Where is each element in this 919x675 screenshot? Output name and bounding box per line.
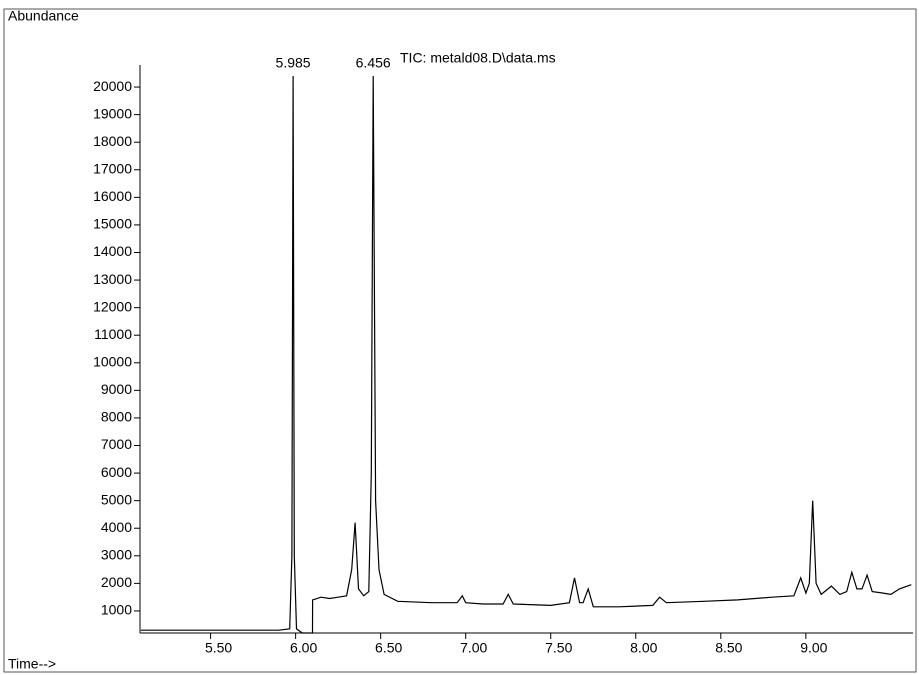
peak-label: 5.985 xyxy=(276,55,311,71)
y-tick-label: 10000 xyxy=(93,353,132,369)
y-tick-label: 12000 xyxy=(93,298,132,314)
x-tick-label: 8.50 xyxy=(715,640,742,656)
x-axis-label: Time--> xyxy=(8,656,56,672)
y-tick-label: 2000 xyxy=(101,574,132,590)
line xyxy=(140,75,912,634)
x-tick-label: 6.00 xyxy=(290,640,317,656)
y-tick-label: 5000 xyxy=(101,491,132,507)
x-tick-label: 8.00 xyxy=(630,640,657,656)
y-tick-label: 15000 xyxy=(93,216,132,232)
peak-label: 6.456 xyxy=(356,55,391,71)
y-axis-label: Abundance xyxy=(8,8,79,24)
x-tick-label: 7.50 xyxy=(545,640,572,656)
chart-title: TIC: metald08.D\data.ms xyxy=(400,50,556,66)
y-tick-label: 16000 xyxy=(93,188,132,204)
x-tick-label: 9.00 xyxy=(800,640,827,656)
y-tick-label: 14000 xyxy=(93,243,132,259)
y-tick-label: 20000 xyxy=(93,78,132,94)
y-tick-label: 13000 xyxy=(93,271,132,287)
x-tick-label: 5.50 xyxy=(205,640,232,656)
x-tick-label: 6.50 xyxy=(375,640,402,656)
y-tick-label: 9000 xyxy=(101,381,132,397)
y-tick-label: 11000 xyxy=(94,326,132,342)
y-tick-label: 19000 xyxy=(93,105,132,121)
frame xyxy=(3,8,917,673)
y-tick-label: 8000 xyxy=(101,409,132,425)
y-tick-label: 17000 xyxy=(93,160,132,176)
y-tick-label: 1000 xyxy=(101,602,132,618)
y-tick-label: 4000 xyxy=(101,519,132,535)
y-tick-label: 7000 xyxy=(101,436,132,452)
x-tick-label: 7.00 xyxy=(460,640,487,656)
y-tick-label: 3000 xyxy=(101,546,132,562)
y-tick-label: 18000 xyxy=(93,133,132,149)
y-tick-label: 6000 xyxy=(101,464,132,480)
